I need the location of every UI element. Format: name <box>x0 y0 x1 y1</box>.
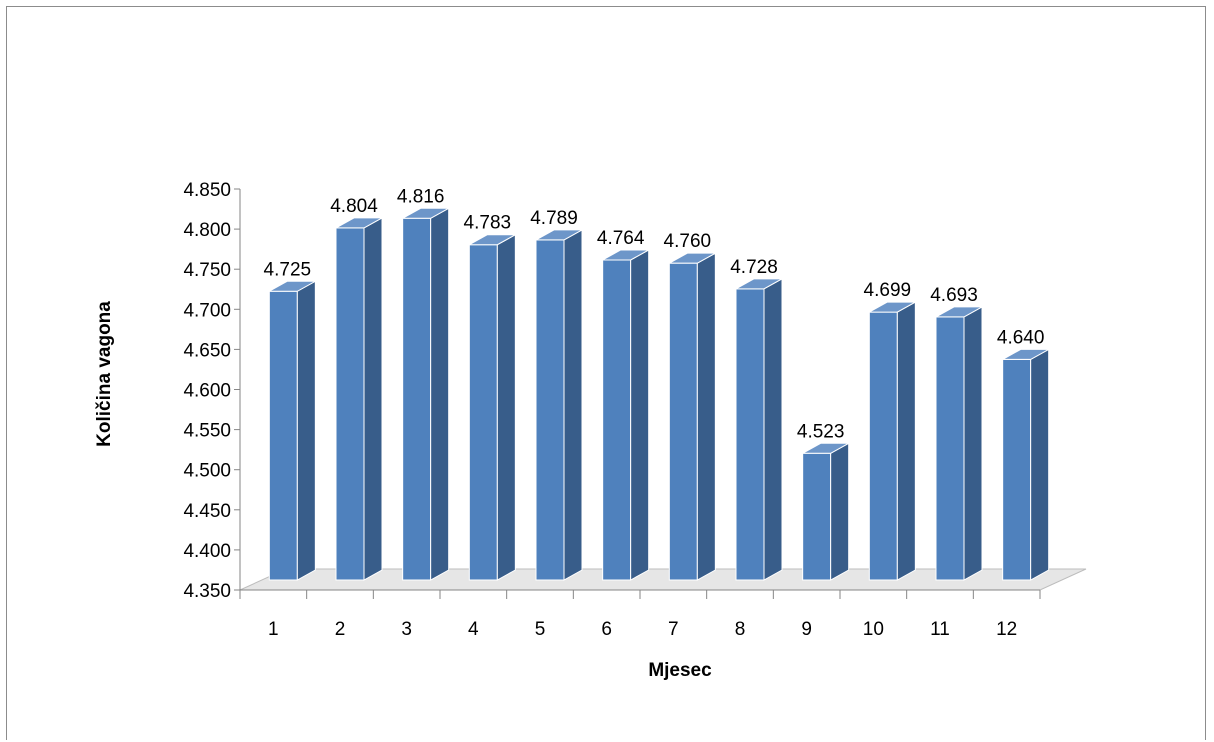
bar-side <box>296 280 316 581</box>
data-label: 4.760 <box>664 231 712 252</box>
bar-side <box>763 277 783 581</box>
bar-front <box>268 290 298 581</box>
bar <box>1000 348 1051 581</box>
x-axis-title: Mjesec <box>648 660 712 681</box>
y-tick-label: 4.850 <box>183 180 231 201</box>
data-label: 4.699 <box>864 280 912 301</box>
x-tick-label: 12 <box>996 619 1017 640</box>
x-tick-label: 10 <box>863 619 884 640</box>
x-tick-label: 1 <box>268 619 279 640</box>
bar-top <box>1000 348 1051 360</box>
data-label: 4.725 <box>264 259 312 280</box>
data-label: 4.640 <box>997 327 1045 348</box>
bar-side <box>630 249 650 581</box>
data-label: 4.783 <box>464 213 512 234</box>
y-tick-label: 4.500 <box>183 461 231 482</box>
x-tick-label: 8 <box>735 619 746 640</box>
axes: 4.350 4.400 4.450 4.500 4.550 4.600 4.650 4.700… <box>183 180 1041 640</box>
bar-side <box>1030 348 1050 581</box>
x-tick-label: 6 <box>601 619 612 640</box>
bar-top <box>734 278 784 290</box>
bar-top <box>667 252 718 264</box>
x-tick-label: 7 <box>668 619 679 640</box>
data-label: 4.764 <box>597 228 645 249</box>
bar-front <box>802 452 832 581</box>
x-tick-label: 5 <box>535 619 546 640</box>
y-tick-label: 4.800 <box>183 220 231 241</box>
bar-top <box>467 234 518 246</box>
y-tick-label: 4.700 <box>183 300 231 321</box>
bar-side <box>830 442 850 581</box>
bar-top <box>600 249 651 261</box>
y-tick-label: 4.750 <box>183 260 231 281</box>
bar-top <box>267 280 318 292</box>
x-tick-label: 2 <box>335 619 346 640</box>
bar <box>267 280 318 581</box>
bar-front <box>935 316 965 581</box>
bar-top <box>867 301 918 313</box>
bar <box>600 249 651 581</box>
bar-top <box>400 207 451 219</box>
bar-top <box>534 229 584 241</box>
bar-side <box>563 229 583 581</box>
bar-front <box>468 244 498 581</box>
data-label: 4.789 <box>530 208 578 229</box>
data-label: 4.804 <box>330 196 378 217</box>
bar-front <box>535 239 565 581</box>
bar-side <box>963 306 983 581</box>
y-tick-label: 4.400 <box>183 541 231 562</box>
data-label: 4.816 <box>397 186 445 207</box>
bar-side <box>496 233 516 581</box>
bar-top <box>334 217 384 229</box>
y-tick-label: 4.550 <box>183 421 231 442</box>
y-axis-title: Količina vagona <box>94 301 115 447</box>
bar-front <box>668 262 698 581</box>
bar-front <box>602 259 632 581</box>
bar <box>934 306 984 581</box>
bar-side <box>430 207 450 581</box>
bar-top <box>934 306 984 318</box>
bar-front <box>335 227 365 581</box>
bar <box>734 277 784 581</box>
y-tick-label: 4.350 <box>183 581 231 602</box>
y-tick-label: 4.650 <box>183 340 231 361</box>
bar <box>867 301 918 581</box>
bar <box>334 217 384 581</box>
bars <box>267 207 1051 581</box>
bar-front <box>735 288 765 581</box>
bar-side <box>896 301 916 581</box>
x-tick-label: 11 <box>930 619 950 640</box>
bar <box>800 442 851 581</box>
bar <box>467 233 518 581</box>
bar-side <box>363 217 383 581</box>
bar-front <box>1002 358 1032 581</box>
y-tick-label: 4.450 <box>183 501 231 522</box>
bar <box>534 229 584 581</box>
bar <box>667 252 718 581</box>
data-labels: 4.725 4.804 4.816 4.783 4.789 4.764 4.760 4.728… <box>264 186 1045 442</box>
data-label: 4.728 <box>730 257 778 278</box>
data-label: 4.523 <box>797 421 845 442</box>
y-tick-label: 4.600 <box>183 381 231 402</box>
bar-front <box>868 311 898 581</box>
data-label: 4.693 <box>930 285 978 306</box>
x-tick-label: 9 <box>801 619 812 640</box>
bar-side <box>696 252 716 581</box>
bar-front <box>402 217 432 581</box>
bar <box>400 207 451 581</box>
x-tick-label: 4 <box>468 619 479 640</box>
bar-top <box>800 442 851 454</box>
x-tick-label: 3 <box>401 619 412 640</box>
